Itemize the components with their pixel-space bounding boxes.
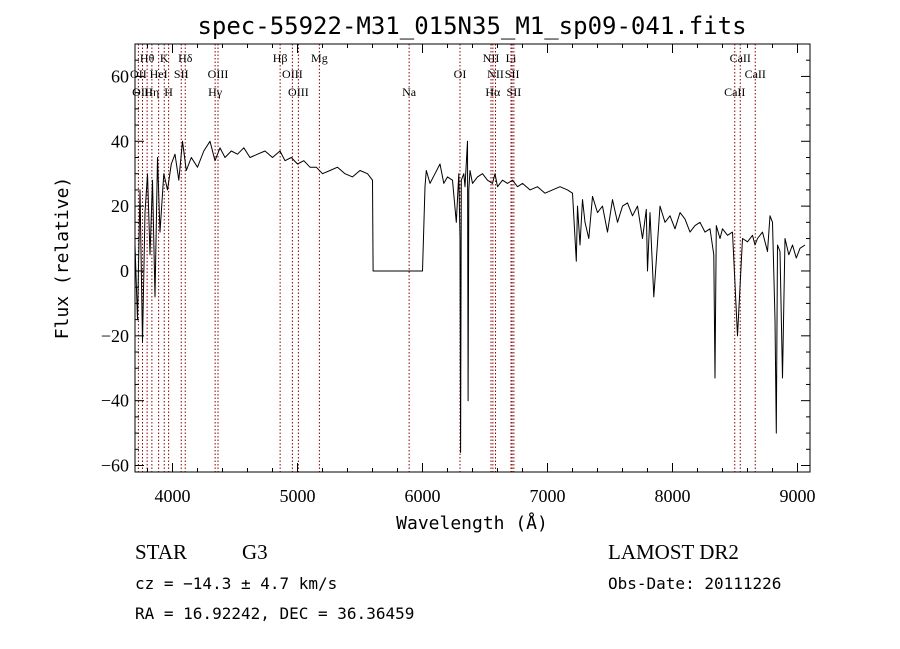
y-tick-label-2: −20 [101, 326, 129, 346]
x-axis-label: Wavelength (Å) [396, 512, 548, 534]
coordinates: RA = 16.92242, DEC = 36.36459 [135, 604, 414, 623]
marker-label-11: OIII [208, 67, 229, 81]
marker-label-6: Li [506, 51, 517, 65]
x-tick-label-4: 8000 [655, 486, 691, 506]
x-axis-ticks: 4000 5000 6000 7000 8000 9000 [147, 44, 816, 506]
marker-label-16: CaII [745, 67, 766, 81]
marker-lines [137, 44, 756, 472]
y-tick-label-5: 40 [111, 131, 129, 151]
observation-date: Obs-Date: 20111226 [608, 574, 781, 593]
chart-title: spec-55922-M31_015N35_M1_sp09-041.fits [197, 12, 746, 40]
y-tick-label-6: 60 [111, 66, 129, 86]
marker-label-2: Hδ [178, 51, 193, 65]
marker-label-15: SII [505, 67, 520, 81]
y-tick-label-3: 0 [120, 261, 129, 281]
marker-label-24: SII [507, 85, 522, 99]
marker-label-3: Hβ [273, 51, 288, 65]
marker-label-0: Hθ [140, 51, 155, 65]
marker-label-14: NII [487, 67, 504, 81]
marker-label-10: SII [174, 67, 189, 81]
marker-label-19: H [164, 85, 173, 99]
y-axis-label: Flux (relative) [52, 177, 73, 340]
marker-label-21: OIII [288, 85, 309, 99]
marker-label-25: CaII [724, 85, 745, 99]
marker-label-5: NII [483, 51, 500, 65]
marker-label-8: OII [130, 67, 147, 81]
marker-label-22: Na [402, 85, 417, 99]
marker-label-17: OIII [132, 85, 153, 99]
y-tick-label-1: −40 [101, 391, 129, 411]
marker-label-12: OIII [282, 67, 303, 81]
survey-name: LAMOST DR2 [608, 540, 739, 564]
y-tick-label-0: −60 [101, 456, 129, 476]
marker-label-23: Hα [485, 85, 501, 99]
marker-label-4: Mg [311, 51, 328, 65]
marker-label-18: Hη [144, 85, 159, 99]
redshift-velocity: cz = −14.3 ± 4.7 km/s [135, 574, 337, 593]
marker-label-13: OI [454, 67, 467, 81]
marker-label-9: HeI [150, 67, 168, 81]
marker-label-1: K [160, 51, 169, 65]
x-tick-label-0: 4000 [155, 486, 191, 506]
plot-frame [134, 43, 811, 473]
x-tick-label-3: 7000 [530, 486, 566, 506]
marker-label-7: CaII [730, 51, 751, 65]
y-tick-label-4: 20 [111, 196, 129, 216]
spectrum-series [134, 140, 806, 453]
object-class: STAR [135, 540, 187, 564]
spectrum-line [134, 140, 806, 453]
x-tick-label-5: 9000 [780, 486, 816, 506]
x-tick-label-1: 5000 [280, 486, 316, 506]
object-subclass: G3 [242, 540, 268, 564]
x-tick-label-2: 6000 [405, 486, 441, 506]
y-axis-ticks: −60 −40 −20 0 20 40 60 [101, 59, 810, 476]
marker-label-20: Hγ [208, 85, 223, 99]
